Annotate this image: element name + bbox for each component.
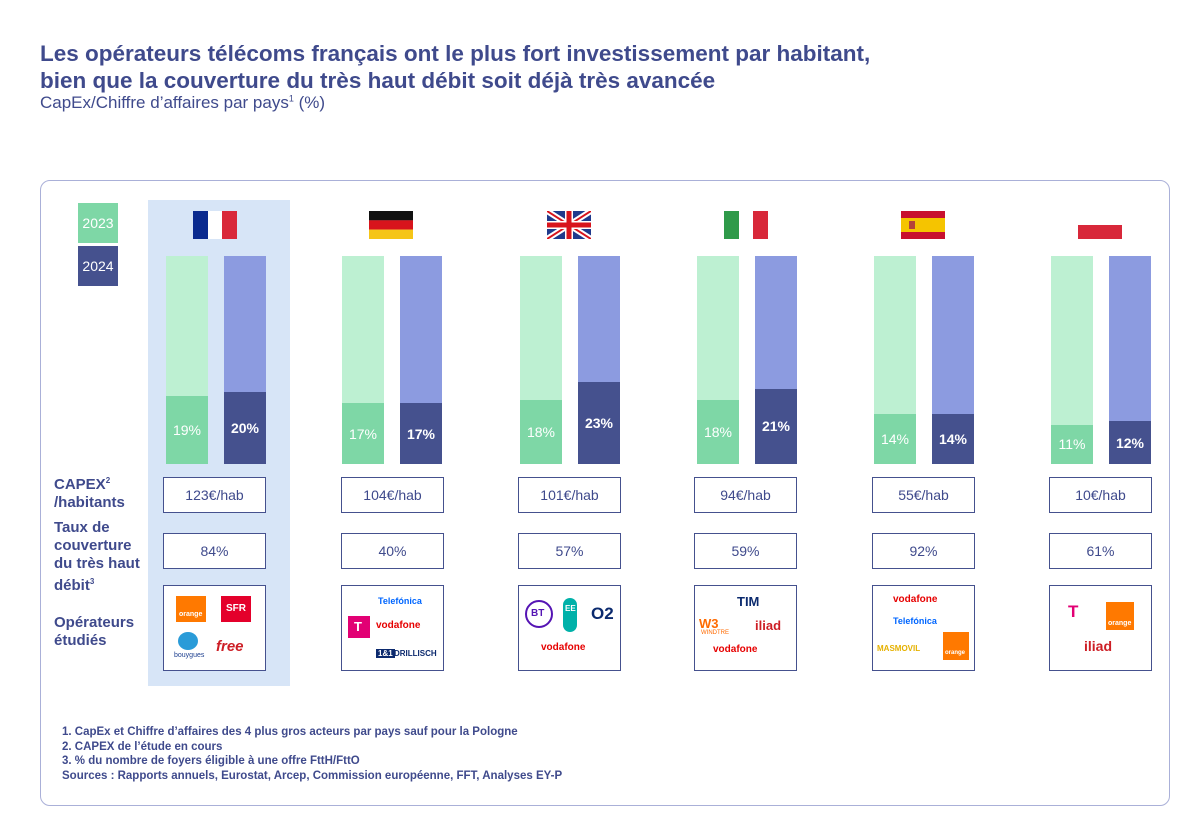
capex-value-france: 123€/hab [163,477,266,513]
coverage-label-line3: du très haut [54,555,140,572]
telekom-icon: T [1068,602,1079,621]
orange-logo-es: orange [945,650,966,656]
title-line-1: Les opérateurs télécoms français ont le … [40,41,871,66]
footnote-sources: Sources : Rapports annuels, Eurostat, Ar… [62,769,563,782]
bar-value-uk-2023: 18% [520,399,562,464]
bar-italy-2023: 18% [697,256,739,464]
bar-value-spain-2024: 14% [932,413,974,464]
subtitle-main: CapEx/Chiffre d’affaires par pays [40,93,289,112]
bar-spain-2023: 14% [874,256,916,464]
bar-value-italy-2023: 18% [697,399,739,464]
o2-logo: O2 [591,604,614,623]
orange-logo: orange [179,611,203,618]
operators-row-label: Opérateurs étudiés [54,614,134,650]
legend-2024: 2024 [78,246,118,286]
capex-value-poland: 10€/hab [1049,477,1152,513]
germany-flag-icon [369,211,413,239]
bt-logo: BT [531,608,545,619]
operators-italy: TIM W3 WINDTRE iliad vodafone [694,585,797,671]
capex-row-label: CAPEX2 /habitants [54,472,125,512]
vodafone-logo-it: vodafone [713,644,758,655]
coverage-row-label: Taux de couverture du très haut débit3 [54,519,140,595]
telefonica-logo: Telefónica [378,596,422,606]
bar-value-france-2024: 20% [224,392,266,464]
capex-label-line1: CAPEX [54,476,106,493]
operators-spain: vodafone Telefónica MASMOVIL orange [872,585,975,671]
bar-value-poland-2023: 11% [1051,424,1093,464]
capex-value-spain: 55€/hab [872,477,975,513]
operators-label-line2: étudiés [54,632,107,649]
bar-value-italy-2024: 21% [755,388,797,464]
bar-value-spain-2023: 14% [874,413,916,464]
capex-value-uk: 101€/hab [518,477,621,513]
bar-italy-2024: 21% [755,256,797,464]
spain-flag-icon [901,211,945,239]
coverage-label-line4: débit [54,577,90,594]
bar-value-france-2023: 19% [166,396,208,464]
coverage-value-uk: 57% [518,533,621,569]
france-flag-icon [193,211,237,239]
capex-value-germany: 104€/hab [341,477,444,513]
coverage-value-poland: 61% [1049,533,1152,569]
capex-value-italy: 94€/hab [694,477,797,513]
coverage-value-france: 84% [163,533,266,569]
coverage-label-line1: Taux de [54,519,110,536]
bar-poland-2023: 11% [1051,256,1093,464]
footnote-1: 1. CapEx et Chiffre d’affaires des 4 plu… [62,726,518,738]
vodafone-logo-uk: vodafone [541,642,586,653]
bar-france-2023: 19% [166,256,208,464]
tim-logo: TIM [737,594,760,609]
subtitle-footnote-ref: 1 [288,93,294,104]
iliad-logo-it: iliad [755,618,782,633]
footnote-2: 2. CAPEX de l’étude en cours [62,740,223,753]
ee-logo: EE [565,604,576,613]
bar-france-2024: 20% [224,256,266,464]
chart-frame [40,180,1170,806]
coverage-label-line2: couverture [54,537,132,554]
operators-label-line1: Opérateurs [54,614,135,631]
drillisch-logo: DRILLISCH [394,649,437,658]
bar-spain-2024: 14% [932,256,974,464]
title-line-2: bien que la couverture du très haut débi… [40,68,716,93]
bar-uk-2024: 23% [578,256,620,464]
coverage-value-germany: 40% [341,533,444,569]
bar-germany-2023: 17% [342,256,384,464]
operators-germany: Telefónica T vodafone 1&1 DRILLISCH [341,585,444,671]
free-logo: free [216,638,244,655]
bar-poland-2024: 12% [1109,256,1151,464]
one-and-one-logo: 1&1 [376,649,395,658]
windtre-logo: WINDTRE [701,630,729,636]
bar-value-germany-2023: 17% [342,403,384,464]
orange-logo-pl: orange [1108,620,1132,627]
vodafone-logo-de: vodafone [376,620,421,631]
iliad-logo-pl: iliad [1084,638,1113,654]
bar-uk-2023: 18% [520,256,562,464]
italy-flag-icon [724,211,768,239]
poland-flag-icon [1078,211,1122,239]
operators-poland: T orange iliad [1049,585,1152,671]
operators-france: orange SFR bouygues free [163,585,266,671]
coverage-value-spain: 92% [872,533,975,569]
operators-uk: BT EE O2 vodafone [518,585,621,671]
bouygues-logo: bouygues [174,652,205,659]
bar-value-germany-2024: 17% [400,403,442,464]
legend-2023: 2023 [78,203,118,243]
capex-footnote-ref: 2 [105,476,111,485]
page-title: Les opérateurs télécoms français ont le … [40,40,1160,94]
uk-flag-icon [547,211,591,239]
sfr-logo: SFR [226,603,246,614]
footnotes: 1. CapEx et Chiffre d’affaires des 4 plu… [62,725,562,783]
coverage-footnote-ref: 3 [89,577,95,586]
chart-subtitle: CapEx/Chiffre d’affaires par pays1 (%) [40,93,325,113]
subtitle-unit: (%) [293,93,326,112]
bar-value-poland-2024: 12% [1109,421,1151,464]
capex-label-line2: /habitants [54,494,125,511]
telefonica-logo-es: Telefónica [893,616,937,626]
bar-value-uk-2024: 23% [578,381,620,464]
vodafone-logo-es: vodafone [893,594,938,605]
masmovil-logo: MASMOVIL [877,644,921,653]
bar-germany-2024: 17% [400,256,442,464]
coverage-value-italy: 59% [694,533,797,569]
footnote-3: 3. % du nombre de foyers éligible à une … [62,755,360,767]
